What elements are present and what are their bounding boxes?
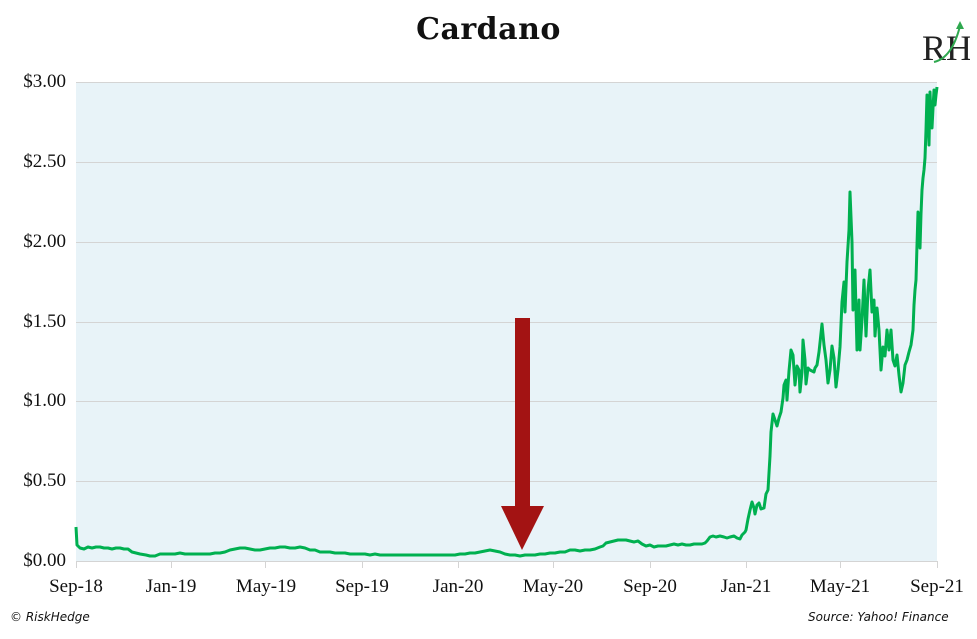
x-tick-label: Sep-21 [910,576,964,597]
x-tick-label: May-19 [235,576,297,597]
y-tick-label: $1.50 [23,311,66,332]
logo-text: RH [922,28,970,68]
chart-title: Cardano [416,12,561,47]
copyright-text: © RiskHedge [10,610,90,624]
red-down-arrow [501,318,544,550]
x-tick-label: May-20 [522,576,584,597]
price-line [74,86,939,558]
riskhedge-logo-icon: RH [922,21,970,68]
plot-area [76,82,937,561]
y-tick-label: $0.00 [23,550,66,571]
x-tick-label: Sep-19 [335,576,389,597]
y-tick-label: $3.00 [23,71,66,92]
x-tick-label: Jan-19 [145,576,197,597]
x-tick-label: Sep-18 [49,576,103,597]
y-tick-label: $2.50 [23,151,66,172]
x-tick-label: May-21 [809,576,871,597]
gridlines [76,82,937,562]
x-axis-ticks [76,561,938,568]
x-tick-label: Jan-20 [432,576,484,597]
x-tick-label: Jan-21 [720,576,772,597]
x-tick-label: Sep-20 [623,576,677,597]
y-tick-label: $2.00 [23,231,66,252]
source-text: Source: Yahoo! Finance [808,610,949,624]
y-tick-label: $1.00 [23,390,66,411]
y-tick-label: $0.50 [23,470,66,491]
